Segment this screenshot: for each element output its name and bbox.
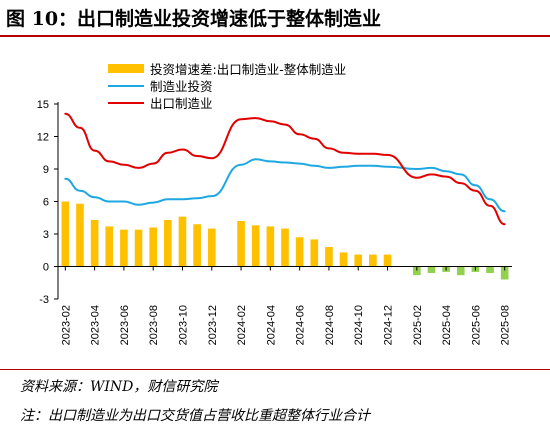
bar-2024-05	[281, 228, 289, 267]
x-tick-label: 2024-08	[324, 305, 336, 345]
bar-2024-11	[369, 254, 377, 267]
y-tick-label: 9	[43, 164, 49, 176]
legend-label-2: 出口制造业	[150, 96, 213, 111]
bar-2024-08	[325, 247, 333, 267]
x-tick-label: 2023-04	[90, 305, 102, 345]
bar-2025-03	[427, 266, 436, 273]
bar-2023-11	[193, 224, 201, 267]
bar-2023-07	[134, 229, 143, 267]
series-line-manufacturing-investment	[64, 158, 506, 213]
legend-label-1: 制造业投资	[150, 79, 213, 94]
bar-2025-07	[486, 266, 494, 273]
x-tick-label: 2025-06	[470, 305, 482, 345]
x-tick-label: 2023-06	[119, 305, 131, 345]
bar-2024-07	[310, 239, 319, 267]
bar-2023-10	[178, 216, 187, 267]
bar-2024-09	[339, 252, 348, 267]
x-tick-label: 2024-12	[383, 305, 395, 345]
axis-layer: -3 0 3 6 9 12 15 2023-02 2023-04 2023-06 2023-08 20…	[37, 99, 512, 345]
bar-2024-03	[251, 225, 260, 267]
x-tick-label: 2023-10	[177, 305, 189, 345]
chart-title: 图 10：出口制造业投资增速低于整体制造业	[6, 8, 382, 30]
y-tick-label: 3	[43, 229, 49, 241]
bar-2025-02	[412, 266, 421, 276]
x-tick-label: 2024-04	[265, 305, 277, 345]
bar-2023-02	[61, 201, 70, 267]
bar-2024-04	[266, 226, 275, 267]
bar-2025-08	[500, 266, 509, 280]
x-tick-label: 2024-02	[236, 305, 248, 345]
x-tick-label: 2024-10	[353, 305, 365, 345]
y-tick-label: -3	[39, 294, 49, 306]
bar-2023-06	[120, 229, 128, 267]
bar-2023-05	[105, 226, 114, 267]
x-tick-label: 2025-08	[500, 305, 512, 345]
series-line-export-manufacturing	[64, 112, 506, 226]
bars-layer	[61, 201, 509, 280]
bar-2024-06	[295, 237, 304, 267]
x-tick-label: 2023-12	[207, 305, 219, 345]
lines-layer	[64, 112, 506, 226]
bar-2023-09	[164, 219, 172, 267]
footnote: 注：出口制造业为出口交货值占营收比重超整体行业合计	[20, 408, 370, 424]
source-note: 资料来源：WIND，财信研究院	[20, 379, 218, 395]
bar-2023-03	[76, 203, 84, 267]
bar-2023-08	[149, 227, 158, 267]
x-tick-label: 2025-04	[441, 305, 453, 345]
x-tick-label: 2025-02	[412, 305, 424, 345]
y-tick-label: 12	[37, 132, 49, 144]
bar-2023-04	[90, 219, 99, 267]
bar-2025-05	[456, 266, 465, 276]
bar-2024-10	[354, 254, 363, 267]
x-tick-label: 2023-02	[60, 305, 72, 345]
y-tick-label: 0	[43, 262, 49, 274]
y-tick-label: 6	[43, 197, 49, 209]
legend-swatch-0	[108, 64, 144, 73]
title-rule	[0, 35, 550, 37]
bar-2024-12	[383, 254, 392, 267]
y-tick-label: 15	[37, 99, 49, 111]
x-tick-label: 2023-08	[148, 305, 160, 345]
legend-label-0: 投资增速差:出口制造业-整体制造业	[150, 62, 346, 77]
bar-2024-02	[237, 221, 245, 267]
bar-2023-12	[207, 228, 216, 267]
source-rule	[0, 369, 550, 370]
x-tick-label: 2024-06	[295, 305, 307, 345]
